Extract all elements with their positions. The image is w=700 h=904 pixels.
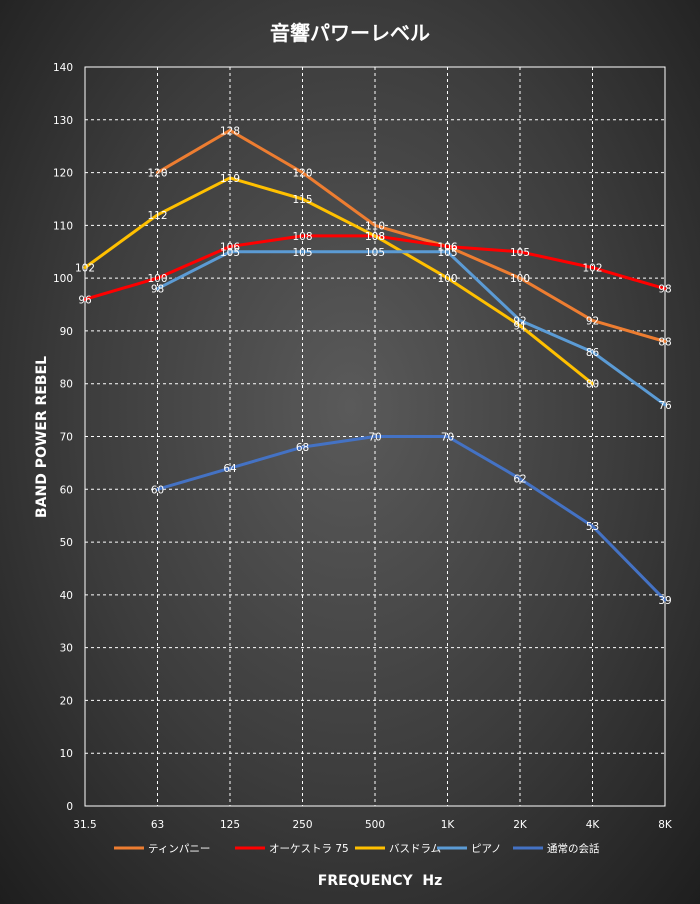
x-axis-title: FREQUENCY Hz [318, 873, 442, 889]
y-tick-label: 110 [53, 220, 73, 232]
data-label: 91 [513, 321, 526, 333]
y-tick-label: 0 [66, 801, 73, 813]
y-tick-label: 120 [53, 168, 73, 180]
legend-entry: ピアノ [471, 843, 502, 855]
data-label: 80 [586, 379, 599, 391]
legend-entry: ティンパニー [148, 843, 210, 855]
y-tick-label: 100 [53, 273, 73, 285]
y-tick-label: 30 [60, 643, 73, 655]
data-label: 120 [147, 168, 167, 180]
data-label: 62 [513, 474, 526, 486]
data-label: 92 [586, 315, 599, 327]
data-label: 106 [437, 241, 457, 253]
x-axis-ticks: 31.5 63 125 250 500 1K 2K 4K 8K [73, 819, 673, 831]
data-label: 102 [582, 263, 602, 275]
data-label: 100 [510, 273, 530, 285]
data-label: 100 [437, 273, 457, 285]
series-line-2 [83, 176, 594, 386]
x-tick-label: 250 [292, 819, 312, 831]
chart-title: 音響パワーレベル [270, 21, 430, 45]
data-label: 108 [365, 231, 385, 243]
series-line-4 [156, 435, 667, 602]
data-label: 105 [510, 247, 530, 259]
series-line-0 [156, 128, 667, 343]
legend: ティンパニー オーケストラ 75 バスドラム ピアノ 通常の会話 [114, 842, 600, 855]
data-label: 100 [147, 273, 167, 285]
data-label: 98 [151, 284, 164, 296]
x-tick-label: 2K [513, 819, 528, 831]
data-label: 108 [292, 231, 312, 243]
data-label: 76 [658, 400, 672, 412]
data-label: 68 [296, 442, 309, 454]
data-label: 64 [223, 463, 237, 475]
y-tick-label: 80 [60, 379, 73, 391]
y-tick-label: 140 [53, 62, 73, 74]
x-tick-label: 125 [220, 819, 240, 831]
data-label: 106 [437, 241, 457, 253]
data-label: 105 [220, 247, 240, 259]
data-label: 53 [586, 521, 599, 533]
data-label: 70 [441, 432, 454, 444]
y-tick-label: 70 [60, 432, 73, 444]
data-label: 115 [292, 194, 312, 206]
data-label: 128 [220, 125, 240, 137]
data-label: 39 [658, 595, 671, 607]
y-axis-title: BAND POWER REBEL [34, 356, 50, 518]
x-tick-label: 8K [658, 819, 673, 831]
y-tick-label: 40 [60, 590, 73, 602]
data-label: 102 [75, 263, 95, 275]
y-tick-label: 130 [53, 115, 73, 127]
data-label: 112 [147, 210, 167, 222]
data-label: 108 [365, 231, 385, 243]
series-lines [83, 128, 667, 602]
data-label: 92 [513, 315, 526, 327]
data-label: 86 [586, 347, 600, 359]
x-tick-label: 500 [365, 819, 385, 831]
data-label: 105 [292, 247, 312, 259]
data-label: 119 [220, 173, 240, 185]
y-tick-label: 60 [60, 484, 73, 496]
data-label: 60 [151, 484, 164, 496]
legend-entry: 通常の会話 [547, 842, 600, 855]
y-axis-ticks: 0 10 20 30 40 50 60 70 80 90 100 110 120 130 140 [53, 62, 73, 813]
data-label: 110 [365, 220, 385, 232]
data-label: 106 [220, 241, 240, 253]
x-tick-label: 31.5 [73, 819, 96, 831]
data-label: 105 [365, 247, 385, 259]
data-label: 105 [437, 247, 457, 259]
data-label: 96 [78, 294, 92, 306]
y-tick-label: 50 [60, 537, 73, 549]
legend-entry: バスドラム [389, 843, 441, 855]
legend-entry: オーケストラ 75 [269, 843, 349, 855]
y-tick-label: 90 [60, 326, 73, 338]
series-line-3 [156, 250, 667, 407]
x-tick-label: 1K [441, 819, 456, 831]
data-label: 88 [658, 336, 671, 348]
data-label: 120 [292, 168, 312, 180]
x-tick-label: 4K [586, 819, 601, 831]
x-tick-label: 63 [151, 819, 164, 831]
data-label: 70 [368, 432, 381, 444]
data-label: 98 [658, 284, 671, 296]
y-tick-label: 20 [60, 695, 73, 707]
y-tick-label: 10 [60, 748, 73, 760]
